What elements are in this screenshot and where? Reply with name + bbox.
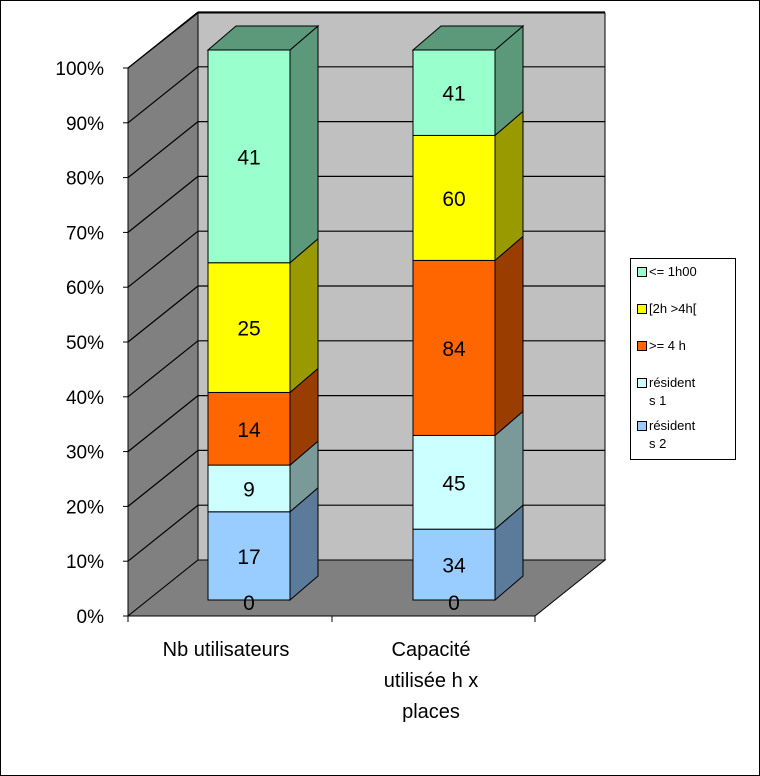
- legend-item: résident s 2: [637, 417, 733, 453]
- bar-segment: [207, 262, 291, 393]
- legend-label: >= 4 h: [649, 338, 686, 353]
- y-tick-label: 70%: [66, 223, 104, 244]
- bar-segment: [207, 49, 291, 264]
- bar-value-label: 14: [237, 419, 261, 442]
- bar-segment: [412, 434, 496, 530]
- gridline-diagonal: [127, 285, 199, 343]
- x-category-label: Nb utilisateurs: [163, 639, 290, 661]
- legend-item: >= 4 h: [637, 337, 733, 355]
- y-tick-label: 0%: [77, 607, 105, 628]
- bar-value-label: 17: [237, 546, 260, 569]
- gridline-diagonal: [127, 121, 199, 179]
- bar-value-label: 60: [442, 188, 465, 211]
- y-tick-label: 80%: [66, 169, 104, 190]
- legend-label: résident s 2: [649, 418, 696, 451]
- bar-segment: [207, 464, 291, 513]
- y-tick-label: 90%: [66, 114, 104, 135]
- legend-label: <= 1h00: [649, 264, 697, 279]
- bar-segment: [412, 134, 496, 261]
- y-tick-label: 60%: [66, 278, 104, 299]
- bar-segment: [412, 49, 496, 136]
- gridline-diagonal: [127, 230, 199, 288]
- gridline-diagonal: [127, 504, 199, 562]
- bar-zero-label: 0: [448, 592, 460, 615]
- x-category-label: utilisée h x: [384, 670, 479, 692]
- y-tick-label: 20%: [66, 497, 104, 518]
- bar-value-label: 45: [442, 472, 465, 495]
- legend-label: résident s 1: [649, 375, 696, 408]
- bar-segment-side: [494, 235, 524, 437]
- bar-value-label: 34: [442, 555, 466, 578]
- legend-label: [2h >4h[: [649, 301, 697, 316]
- y-tick-label: 40%: [66, 388, 104, 409]
- legend-swatch: [637, 421, 647, 431]
- legend-swatch: [637, 378, 647, 388]
- legend-swatch: [637, 267, 647, 277]
- bar-top: [206, 25, 320, 51]
- chart-floor: [126, 559, 607, 617]
- legend: <= 1h00 [2h >4h[ >= 4 h résident s 1 résident…: [630, 258, 736, 460]
- bar-value-label: 84: [442, 338, 466, 361]
- y-tick-label: 100%: [55, 59, 104, 80]
- bar-segment-side: [494, 110, 524, 262]
- y-axis-ticks: 0% 10% 20% 30% 40% 50% 60% 70% 80% 90% 100%: [55, 59, 536, 628]
- gridline-diagonal: [127, 11, 199, 69]
- bar-segment: [207, 391, 291, 466]
- x-axis-labels: Nb utilisateurs Capacité utilisée h x place…: [163, 639, 479, 723]
- y-tick-label: 10%: [66, 552, 104, 573]
- bar-value-label: 41: [442, 83, 465, 106]
- gridline-diagonal: [127, 395, 199, 453]
- legend-item: [2h >4h[: [637, 300, 733, 318]
- y-tick-label: 50%: [66, 333, 104, 354]
- bar-segment-side: [289, 237, 319, 394]
- gridline-diagonal: [127, 66, 199, 124]
- y-tick-label: 30%: [66, 443, 104, 464]
- bars: 17 9 14 25 41 0 34 45 84 60 41 0: [206, 24, 525, 615]
- x-category-label: places: [402, 701, 460, 723]
- legend-swatch: [637, 304, 647, 314]
- bar-zero-label: 0: [243, 592, 255, 615]
- x-category-label: Capacité: [392, 639, 471, 661]
- legend-item: résident s 1: [637, 374, 733, 410]
- bar-segment: [412, 259, 496, 436]
- gridline-diagonal: [127, 449, 199, 507]
- bar-value-label: 41: [237, 146, 260, 169]
- bar-value-label: 9: [243, 478, 255, 501]
- legend-item: <= 1h00: [637, 263, 733, 281]
- gridline-diagonal: [127, 340, 199, 398]
- bar-top: [411, 25, 525, 51]
- legend-swatch: [637, 341, 647, 351]
- bar-segment-side: [289, 24, 319, 264]
- bar-value-label: 25: [237, 318, 260, 341]
- gridline-diagonal: [127, 175, 199, 233]
- bar-segment: [207, 511, 291, 601]
